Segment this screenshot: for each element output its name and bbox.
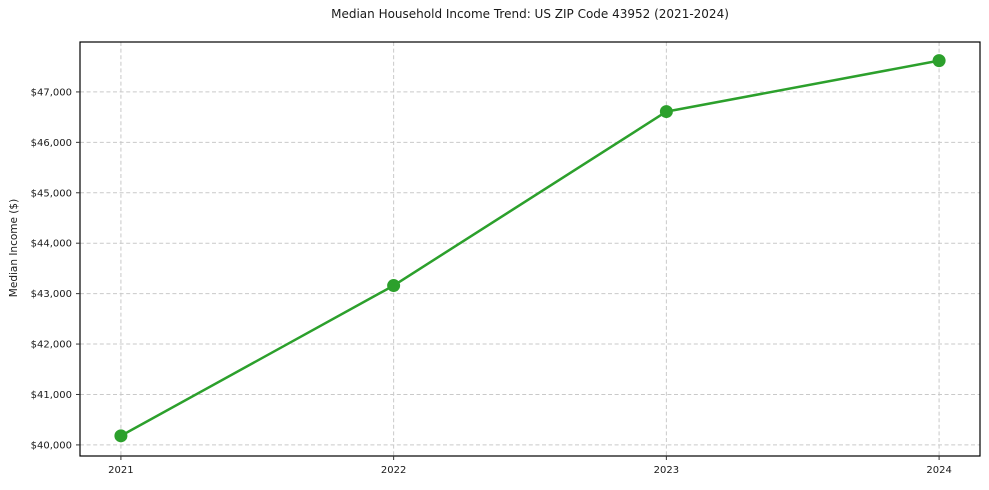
y-tick-label: $42,000 <box>31 340 72 351</box>
trend-line <box>119 59 941 438</box>
data-point-2023 <box>659 105 673 119</box>
x-tick-label: 2024 <box>926 465 951 476</box>
y-tick-label: $43,000 <box>31 289 72 300</box>
y-tick-label: $44,000 <box>31 239 72 250</box>
y-tick-label: $46,000 <box>31 138 72 149</box>
y-tick-label: $47,000 <box>31 87 72 98</box>
y-tick-label: $41,000 <box>31 390 72 401</box>
x-tick-label: 2021 <box>108 465 133 476</box>
chart-title: Median Household Income Trend: US ZIP Co… <box>331 7 729 21</box>
data-point-2021 <box>114 429 128 443</box>
x-tick-label: 2023 <box>654 465 679 476</box>
y-tick-label: $45,000 <box>31 188 72 199</box>
x-tick-label: 2022 <box>381 465 406 476</box>
y-tick-label: $40,000 <box>31 440 72 451</box>
data-point-2024 <box>932 54 946 68</box>
data-point-2022 <box>387 279 401 293</box>
axes-spines <box>79 41 981 457</box>
